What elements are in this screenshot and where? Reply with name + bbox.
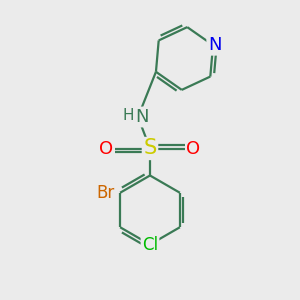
- Text: H: H: [123, 108, 134, 123]
- Text: O: O: [99, 140, 114, 158]
- Text: N: N: [135, 108, 148, 126]
- Text: Cl: Cl: [142, 236, 158, 253]
- Text: Br: Br: [96, 184, 114, 202]
- Text: S: S: [143, 139, 157, 158]
- Text: N: N: [208, 36, 221, 54]
- Text: O: O: [186, 140, 201, 158]
